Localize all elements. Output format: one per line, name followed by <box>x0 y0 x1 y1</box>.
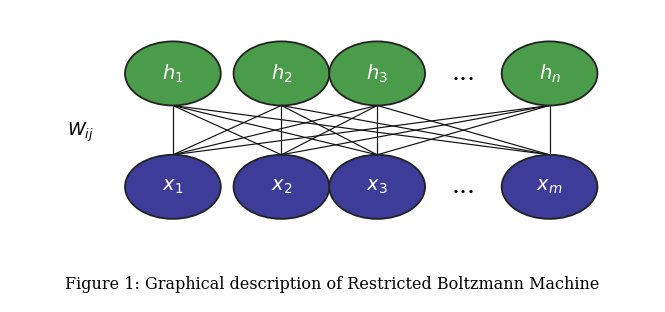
Text: $x_m$: $x_m$ <box>537 178 563 196</box>
Text: $W_{ij}$: $W_{ij}$ <box>67 121 94 144</box>
Ellipse shape <box>501 155 597 219</box>
Ellipse shape <box>233 41 329 105</box>
Ellipse shape <box>125 41 221 105</box>
Ellipse shape <box>329 155 425 219</box>
Text: ...: ... <box>452 175 475 198</box>
Text: Figure 1: Graphical description of Restricted Boltzmann Machine: Figure 1: Graphical description of Restr… <box>65 275 600 293</box>
Text: $h_n$: $h_n$ <box>539 62 561 85</box>
Ellipse shape <box>329 41 425 105</box>
Text: $h_3$: $h_3$ <box>366 62 388 85</box>
Ellipse shape <box>233 155 329 219</box>
Text: ...: ... <box>452 62 475 85</box>
Text: $h_2$: $h_2$ <box>271 62 292 85</box>
Ellipse shape <box>501 41 597 105</box>
Text: $x_1$: $x_1$ <box>162 178 184 196</box>
Text: $x_3$: $x_3$ <box>366 178 388 196</box>
Ellipse shape <box>125 155 221 219</box>
Text: $x_2$: $x_2$ <box>271 178 292 196</box>
Text: $h_1$: $h_1$ <box>162 62 184 85</box>
